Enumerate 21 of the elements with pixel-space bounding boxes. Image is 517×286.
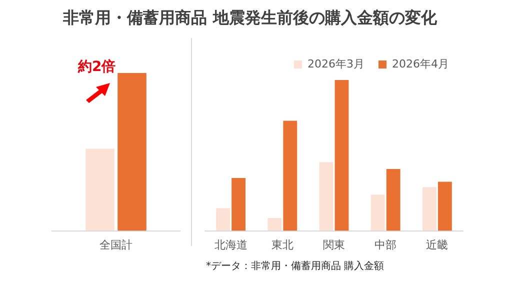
bar xyxy=(370,194,385,231)
bar xyxy=(268,218,282,231)
bar xyxy=(386,168,400,231)
bar xyxy=(422,187,436,231)
x-tick-label: 近畿 xyxy=(426,238,448,252)
bar xyxy=(319,162,334,231)
x-tick-label: 関東 xyxy=(323,238,345,252)
bar xyxy=(334,80,349,231)
bar xyxy=(438,182,452,231)
text: 非常用・備蓄用商品 地震発生前後の購入金額の変化 xyxy=(62,8,438,29)
bar xyxy=(232,178,246,231)
x-tick-label: 全国計 xyxy=(100,238,132,252)
x-tick-label: 東北 xyxy=(271,238,294,252)
text: *データ：非常用・備蓄用商品 購入金額 xyxy=(206,260,384,273)
annotation: 約2倍 xyxy=(78,58,116,76)
legend-label: 2026年4月 xyxy=(392,57,450,70)
bar xyxy=(216,208,230,231)
x-tick-label: 中部 xyxy=(374,238,397,252)
bar xyxy=(283,120,298,231)
x-tick-label: 北海道 xyxy=(214,238,248,252)
legend-label: 2026年3月 xyxy=(308,57,365,70)
